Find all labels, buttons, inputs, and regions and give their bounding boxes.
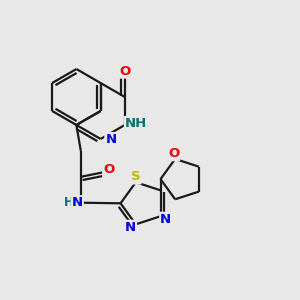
Text: N: N xyxy=(72,196,83,209)
Text: N: N xyxy=(105,133,116,146)
Text: S: S xyxy=(131,170,141,184)
Text: H: H xyxy=(64,196,74,209)
Text: NH: NH xyxy=(125,117,147,130)
Text: O: O xyxy=(168,147,179,160)
Text: O: O xyxy=(119,64,130,78)
Text: O: O xyxy=(103,163,114,176)
Text: N: N xyxy=(125,221,136,234)
Text: N: N xyxy=(160,213,171,226)
